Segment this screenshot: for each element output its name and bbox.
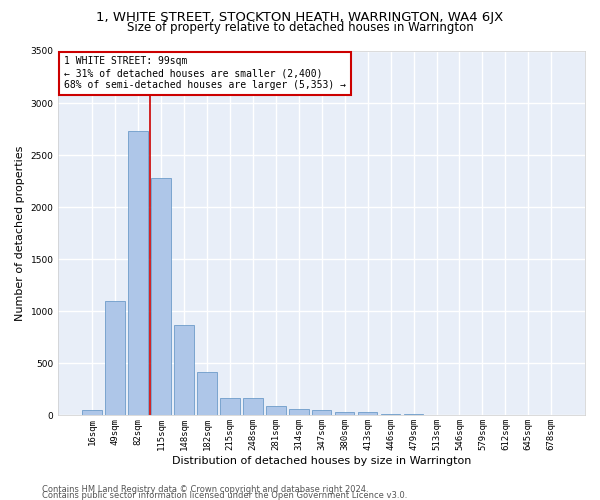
- Bar: [151, 178, 171, 416]
- Bar: [82, 410, 102, 416]
- Bar: [220, 398, 239, 415]
- Bar: [289, 408, 308, 416]
- Text: Size of property relative to detached houses in Warrington: Size of property relative to detached ho…: [127, 21, 473, 34]
- Bar: [106, 301, 125, 416]
- X-axis label: Distribution of detached houses by size in Warrington: Distribution of detached houses by size …: [172, 456, 472, 466]
- Bar: [312, 410, 331, 416]
- Text: Contains HM Land Registry data © Crown copyright and database right 2024.: Contains HM Land Registry data © Crown c…: [42, 484, 368, 494]
- Y-axis label: Number of detached properties: Number of detached properties: [15, 146, 25, 321]
- Text: 1, WHITE STREET, STOCKTON HEATH, WARRINGTON, WA4 6JX: 1, WHITE STREET, STOCKTON HEATH, WARRING…: [97, 11, 503, 24]
- Bar: [266, 406, 286, 415]
- Text: 1 WHITE STREET: 99sqm
← 31% of detached houses are smaller (2,400)
68% of semi-d: 1 WHITE STREET: 99sqm ← 31% of detached …: [64, 56, 346, 90]
- Bar: [358, 412, 377, 416]
- Bar: [335, 412, 355, 416]
- Bar: [197, 372, 217, 416]
- Bar: [128, 131, 148, 416]
- Bar: [404, 414, 424, 416]
- Text: Contains public sector information licensed under the Open Government Licence v3: Contains public sector information licen…: [42, 490, 407, 500]
- Bar: [243, 398, 263, 415]
- Bar: [174, 325, 194, 416]
- Bar: [381, 414, 400, 416]
